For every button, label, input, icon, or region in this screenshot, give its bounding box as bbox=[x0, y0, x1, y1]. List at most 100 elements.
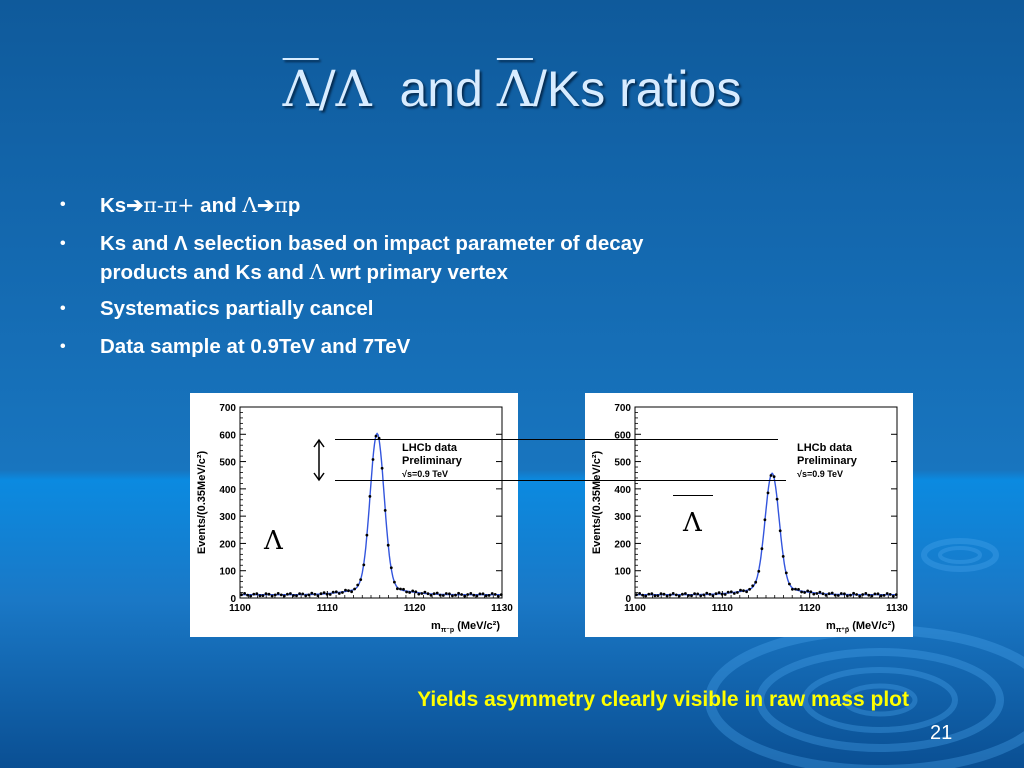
data-point bbox=[867, 593, 871, 597]
data-point bbox=[249, 594, 253, 598]
data-point bbox=[423, 590, 427, 594]
data-point bbox=[417, 592, 421, 596]
antilambda-mass-plot-svg: 0 100 200 300 400 500 600 700 1100 1110 1120 1130 Ev… bbox=[591, 403, 908, 634]
data-point bbox=[429, 593, 433, 597]
data-point bbox=[858, 594, 862, 598]
data-point bbox=[481, 592, 485, 596]
title-antilambda-1: Λ bbox=[282, 60, 319, 118]
data-point bbox=[641, 593, 644, 597]
data-point bbox=[362, 563, 366, 567]
data-point bbox=[690, 594, 693, 598]
data-point bbox=[493, 593, 497, 596]
data-point bbox=[775, 497, 779, 501]
bullet-list: Ks➔π-π+ and Λ➔πp Ks and Λ selection base… bbox=[58, 188, 878, 368]
data-point bbox=[246, 593, 249, 597]
data-point bbox=[344, 588, 347, 592]
data-point bbox=[736, 591, 739, 594]
data-point bbox=[374, 434, 378, 438]
data-point bbox=[659, 592, 663, 595]
data-point bbox=[861, 593, 865, 596]
data-point bbox=[876, 592, 880, 596]
data-point bbox=[328, 593, 332, 596]
data-point bbox=[383, 509, 387, 512]
data-point bbox=[240, 593, 243, 597]
caption: Yields asymmetry clearly visible in raw … bbox=[417, 688, 909, 711]
data-point bbox=[487, 594, 491, 597]
data-point bbox=[341, 591, 344, 594]
data-point bbox=[350, 590, 353, 594]
data-point bbox=[276, 592, 280, 595]
x-axis-label: mπ⁺p̄ (MeV/c²) bbox=[826, 620, 895, 634]
y-tick-label: 500 bbox=[614, 458, 631, 469]
x-tick-label: 1130 bbox=[491, 603, 513, 614]
data-point bbox=[818, 590, 822, 594]
data-point bbox=[739, 588, 742, 592]
x-axis-label: mπ⁻p (MeV/c²) bbox=[431, 620, 500, 634]
data-point bbox=[435, 591, 439, 595]
data-point bbox=[674, 593, 678, 597]
data-point bbox=[766, 491, 770, 495]
bullet-selection: Ks and Λ selection based on impact param… bbox=[58, 227, 878, 288]
legend-text: LHCb data bbox=[402, 442, 458, 454]
data-point bbox=[466, 593, 470, 596]
data-point bbox=[292, 594, 295, 597]
title-rest: /Ks ratios bbox=[532, 61, 742, 117]
data-point bbox=[791, 587, 794, 591]
data-point bbox=[490, 592, 494, 595]
data-point bbox=[405, 590, 408, 594]
title-antilambda-2: Λ bbox=[496, 60, 533, 118]
data-point bbox=[243, 592, 246, 595]
data-point bbox=[855, 593, 858, 596]
data-point bbox=[484, 594, 488, 598]
data-point bbox=[888, 593, 892, 596]
data-point bbox=[843, 592, 846, 596]
data-point bbox=[261, 594, 265, 597]
plot-frame bbox=[239, 406, 503, 599]
data-point bbox=[656, 594, 660, 597]
data-point bbox=[788, 582, 791, 586]
data-point bbox=[647, 592, 651, 596]
data-point bbox=[668, 593, 672, 597]
data-point bbox=[873, 592, 877, 596]
x-tick-label: 1100 bbox=[624, 603, 646, 614]
data-point bbox=[754, 580, 758, 584]
data-point bbox=[720, 592, 724, 596]
data-point bbox=[472, 593, 476, 597]
data-point bbox=[441, 594, 445, 597]
bullet-decays: Ks➔π-π+ and Λ➔πp bbox=[58, 188, 878, 223]
data-point bbox=[638, 592, 641, 595]
data-point bbox=[399, 587, 402, 591]
data-point bbox=[310, 591, 314, 595]
data-point bbox=[316, 594, 320, 597]
data-point bbox=[420, 592, 424, 595]
x-tick-label: 1100 bbox=[229, 603, 251, 614]
data-point bbox=[665, 594, 669, 598]
data-point bbox=[742, 589, 745, 593]
data-point bbox=[797, 588, 800, 591]
data-point bbox=[347, 589, 350, 593]
data-point bbox=[386, 543, 390, 547]
data-point bbox=[800, 590, 803, 594]
data-point bbox=[270, 594, 274, 598]
data-point bbox=[708, 592, 712, 596]
data-point bbox=[778, 529, 782, 533]
legend-text: Preliminary bbox=[797, 455, 858, 467]
data-point bbox=[745, 590, 748, 594]
data-point bbox=[264, 592, 268, 595]
data-point bbox=[687, 594, 690, 597]
lambda-mass-plot-svg: 0 100 200 300 400 500 600 700 1100 1110 1120 1130 Ev… bbox=[196, 403, 513, 634]
data-point bbox=[781, 555, 785, 558]
x-tick-label: 1130 bbox=[886, 603, 908, 614]
data-point bbox=[729, 590, 733, 594]
legend-text: √s=0.9 TeV bbox=[402, 469, 448, 479]
data-point bbox=[757, 569, 761, 573]
data-point bbox=[301, 592, 305, 596]
data-point bbox=[371, 458, 375, 461]
data-point bbox=[444, 592, 448, 595]
y-axis-label: Events/(0.35MeV/c²) bbox=[196, 451, 208, 555]
data-point bbox=[411, 589, 415, 593]
peak-height-line-bottom bbox=[335, 480, 786, 481]
data-point bbox=[827, 592, 831, 596]
title-and: and bbox=[399, 61, 483, 117]
y-tick-label: 100 bbox=[614, 567, 631, 578]
